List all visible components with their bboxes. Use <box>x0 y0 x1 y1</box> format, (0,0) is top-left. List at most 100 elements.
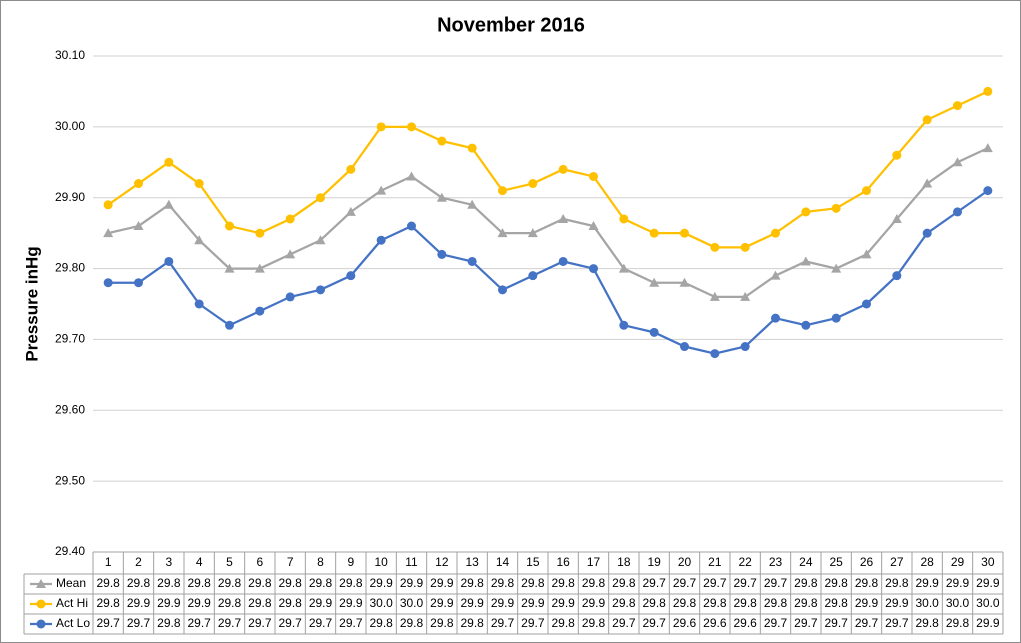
table-value: 29.9 <box>521 596 545 610</box>
table-value: 29.9 <box>369 576 393 590</box>
x-tick-label: 8 <box>317 555 324 569</box>
triangle-marker <box>558 213 569 223</box>
circle-marker <box>649 228 659 238</box>
table-value: 29.6 <box>673 616 697 630</box>
circle-marker <box>710 349 720 359</box>
table-value: 29.9 <box>885 596 909 610</box>
table-value: 29.8 <box>915 616 939 630</box>
table-value: 29.8 <box>218 596 242 610</box>
table-value: 29.7 <box>885 616 909 630</box>
table-value: 29.9 <box>491 596 515 610</box>
circle-marker <box>225 221 234 231</box>
circle-marker <box>103 278 113 288</box>
circle-marker <box>103 200 113 210</box>
circle-marker <box>801 207 811 217</box>
table-value: 29.8 <box>612 576 636 590</box>
circle-marker <box>831 313 841 323</box>
table-value: 29.8 <box>248 576 272 590</box>
table-value: 29.9 <box>551 596 575 610</box>
triangle-marker <box>285 249 296 259</box>
table-value: 29.8 <box>460 576 484 590</box>
legend-label: Mean <box>56 576 86 590</box>
x-tick-label: 30 <box>981 555 995 569</box>
x-tick-label: 6 <box>256 555 263 569</box>
x-tick-label: 1 <box>105 555 112 569</box>
table-value: 29.7 <box>642 576 666 590</box>
table-value: 29.9 <box>127 596 151 610</box>
x-tick-label: 22 <box>738 555 752 569</box>
table-value: 29.8 <box>157 616 181 630</box>
circle-marker <box>194 179 204 189</box>
table-value: 29.7 <box>309 616 333 630</box>
table-value: 29.7 <box>187 616 211 630</box>
circle-marker <box>528 179 538 189</box>
triangle-marker <box>103 228 114 238</box>
triangle-marker <box>527 228 538 238</box>
x-tick-label: 9 <box>347 555 354 569</box>
y-tick-label: 29.80 <box>55 261 85 275</box>
table-value: 29.7 <box>855 616 879 630</box>
chart-title: November 2016 <box>437 14 585 36</box>
triangle-marker <box>133 221 144 231</box>
circle-marker <box>285 292 295 302</box>
triangle-marker <box>679 277 690 287</box>
table-value: 29.8 <box>855 576 879 590</box>
circle-marker <box>619 214 629 224</box>
triangle-marker <box>163 199 174 209</box>
table-value: 29.7 <box>824 616 848 630</box>
table-value: 29.7 <box>642 616 666 630</box>
table-value: 29.9 <box>976 616 1000 630</box>
x-tick-label: 18 <box>617 555 631 569</box>
y-tick-label: 29.50 <box>55 473 85 487</box>
x-tick-label: 7 <box>287 555 294 569</box>
triangle-marker <box>467 199 478 209</box>
circle-marker <box>649 327 659 337</box>
table-value: 29.8 <box>309 576 333 590</box>
table-value: 29.8 <box>794 576 818 590</box>
x-tick-label: 17 <box>587 555 601 569</box>
table-value: 29.9 <box>400 576 424 590</box>
table-value: 29.8 <box>96 576 120 590</box>
legend-marker <box>36 599 46 609</box>
circle-marker <box>771 228 780 238</box>
triangle-marker <box>436 192 447 202</box>
x-tick-label: 20 <box>678 555 692 569</box>
x-tick-label: 13 <box>465 555 479 569</box>
circle-marker <box>194 299 204 309</box>
table-value: 29.7 <box>339 616 363 630</box>
triangle-marker <box>861 249 872 259</box>
legend-marker <box>36 619 46 629</box>
triangle-marker <box>406 171 417 181</box>
x-tick-label: 5 <box>226 555 233 569</box>
circle-marker <box>498 186 507 196</box>
circle-marker <box>407 221 416 231</box>
table-value: 29.7 <box>794 616 818 630</box>
circle-marker <box>710 242 720 252</box>
triangle-marker <box>831 263 842 273</box>
table-value: 29.9 <box>915 576 939 590</box>
circle-marker <box>558 256 568 266</box>
circle-marker <box>255 228 265 238</box>
x-tick-label: 23 <box>769 555 783 569</box>
triangle-marker <box>800 256 811 266</box>
y-tick-label: 30.10 <box>55 48 85 62</box>
circle-marker <box>225 320 234 330</box>
circle-marker <box>619 320 629 330</box>
table-value: 29.8 <box>521 576 545 590</box>
circle-marker <box>771 313 780 323</box>
table-value: 29.8 <box>460 616 484 630</box>
x-tick-label: 21 <box>708 555 722 569</box>
triangle-marker <box>224 263 235 273</box>
circle-marker <box>437 249 447 259</box>
table-value: 29.6 <box>733 616 757 630</box>
table-value: 29.9 <box>187 596 211 610</box>
table-value: 29.7 <box>733 576 757 590</box>
circle-marker <box>164 256 174 266</box>
triangle-marker <box>194 235 205 245</box>
table-value: 29.7 <box>491 616 515 630</box>
triangle-marker <box>649 277 660 287</box>
triangle-marker <box>315 235 326 245</box>
table-value: 29.7 <box>612 616 636 630</box>
circle-marker <box>953 101 962 111</box>
